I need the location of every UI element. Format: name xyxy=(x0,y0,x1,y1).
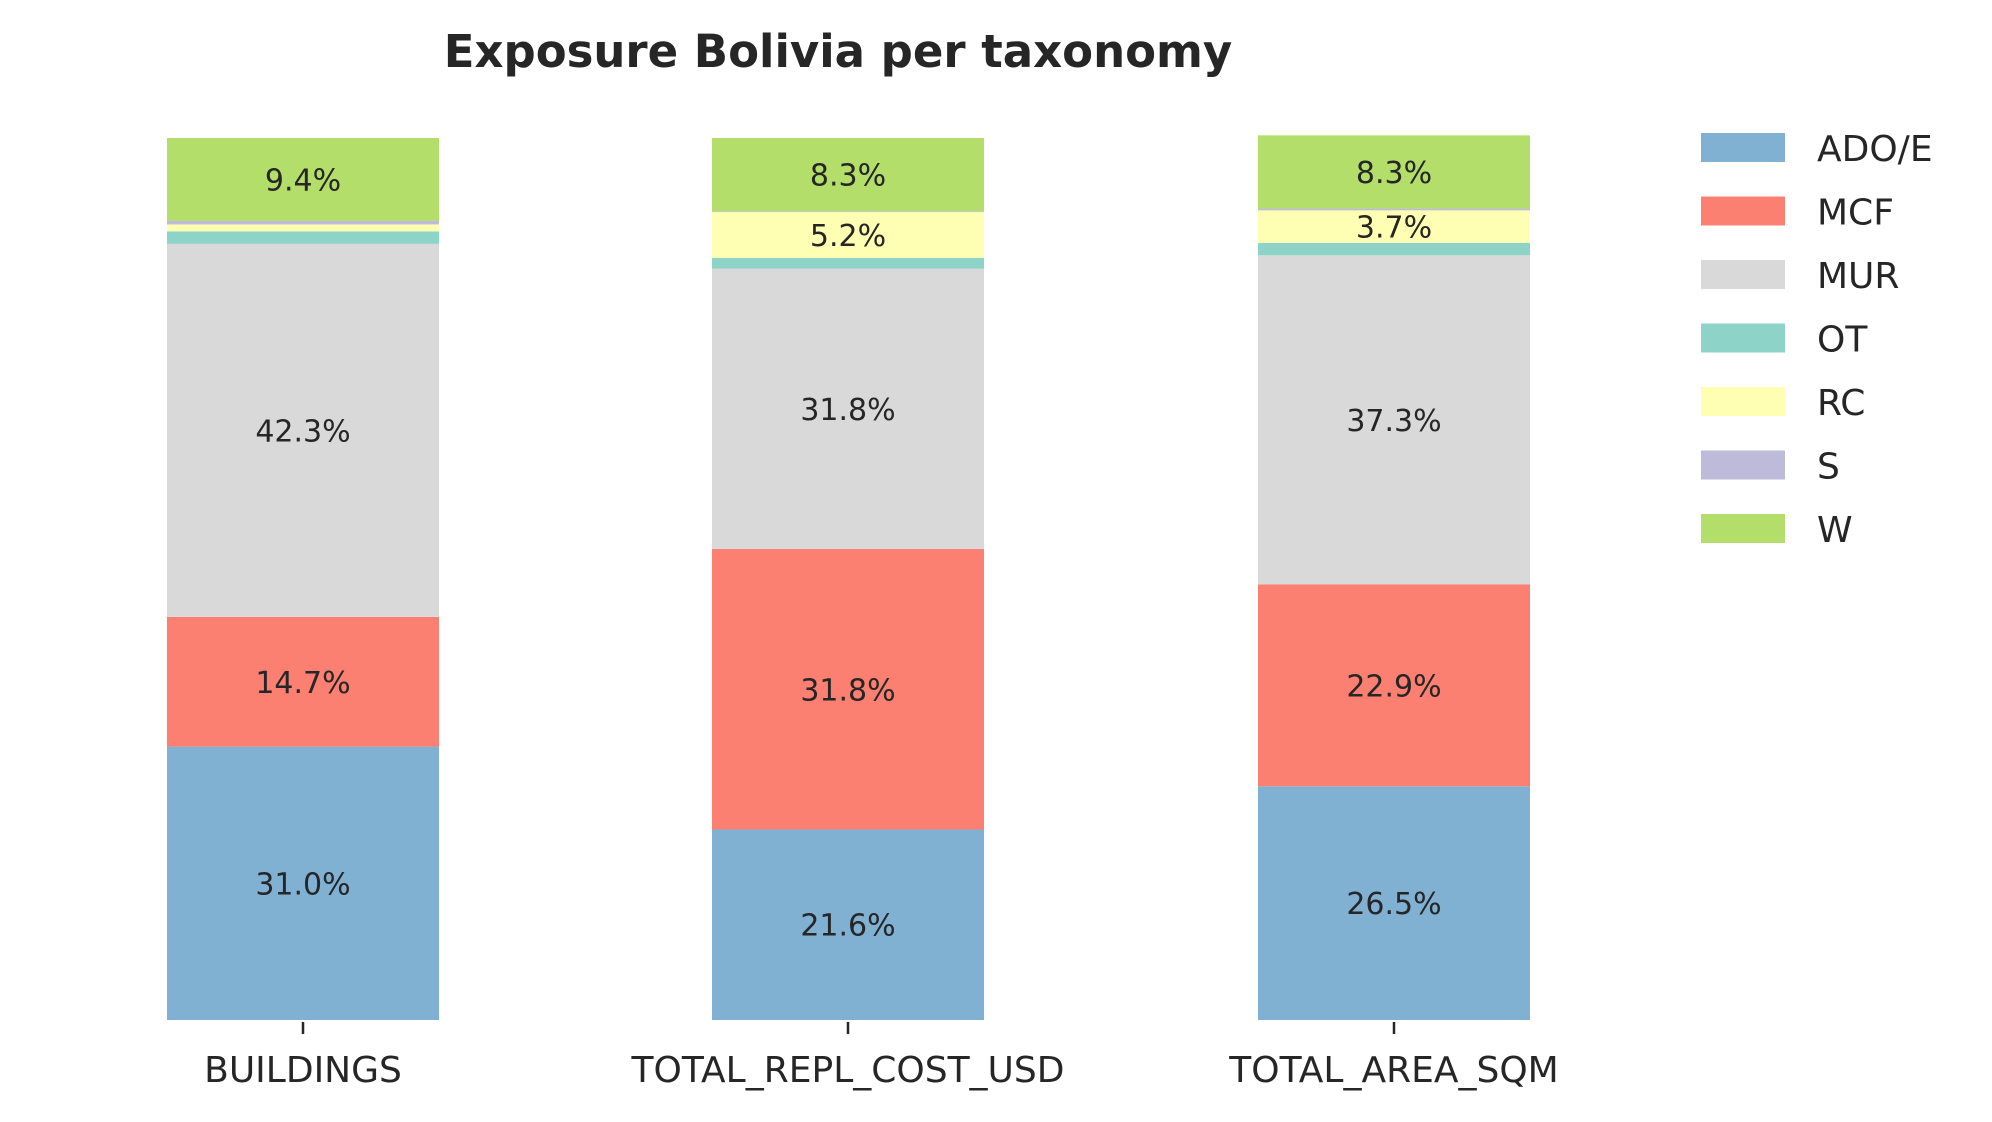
bar-segment-ado-e-2 xyxy=(1258,786,1530,1020)
legend-label: W xyxy=(1817,510,1853,551)
bar-segment-mur-1 xyxy=(712,268,984,550)
data-label: 37.3% xyxy=(1346,404,1441,439)
bar-segment-mcf-0 xyxy=(167,616,439,747)
data-label: 9.4% xyxy=(265,163,341,198)
data-label: 5.2% xyxy=(810,219,886,254)
data-label: 31.0% xyxy=(255,867,350,902)
legend-swatch xyxy=(1701,450,1785,480)
chart-title: Exposure Bolivia per taxonomy xyxy=(444,25,1233,78)
data-label: 8.3% xyxy=(1356,156,1432,191)
data-label: 14.7% xyxy=(255,666,350,701)
bar-segment-ado-e-0 xyxy=(167,746,439,1020)
bar-segment-ado-e-1 xyxy=(712,829,984,1020)
legend-swatch xyxy=(1701,133,1785,162)
data-label: 22.9% xyxy=(1346,669,1441,704)
bar-segment-ot-0 xyxy=(167,231,439,244)
bar-segment-mcf-2 xyxy=(1258,584,1530,787)
data-label: 21.6% xyxy=(800,909,895,944)
legend-swatch xyxy=(1701,387,1785,416)
x-tick-label: TOTAL_AREA_SQM xyxy=(1228,1050,1558,1091)
data-label: 42.3% xyxy=(255,414,350,449)
x-tick-label: BUILDINGS xyxy=(204,1050,402,1091)
legend-swatch xyxy=(1701,323,1785,353)
data-label: 3.7% xyxy=(1356,211,1432,246)
x-tick-label: TOTAL_REPL_COST_USD xyxy=(631,1050,1065,1091)
legend-swatch xyxy=(1701,196,1785,226)
legend-label: OT xyxy=(1817,320,1868,361)
data-labels-layer: 31.0% 14.7% 42.3% 9.4% 21.6% 31.8% 31.8% 5.2% 8.… xyxy=(255,156,1441,944)
legend-label: S xyxy=(1817,447,1840,488)
bar-segment-w-2 xyxy=(1258,135,1530,209)
legend-label: MUR xyxy=(1817,256,1899,297)
bar-segment-ot-2 xyxy=(1258,242,1530,256)
bar-segment-rc-0 xyxy=(167,224,439,232)
bar-segment-mcf-1 xyxy=(712,549,984,830)
data-label: 8.3% xyxy=(810,159,886,194)
legend-label: MCF xyxy=(1817,193,1894,234)
bar-segment-mur-0 xyxy=(167,243,439,617)
legend-swatch xyxy=(1701,514,1785,543)
bar-segment-ot-1 xyxy=(712,257,984,269)
bar-segment-mur-2 xyxy=(1258,255,1530,585)
bar-segment-s-1 xyxy=(712,211,984,213)
bars-layer xyxy=(167,135,1530,1020)
bar-segment-rc-1 xyxy=(712,212,984,258)
bar-segment-w-0 xyxy=(167,138,439,221)
legend: ADO/E MCF MUR OT RC SW xyxy=(1701,129,1933,551)
legend-label: ADO/E xyxy=(1817,129,1933,170)
legend-swatch xyxy=(1701,260,1785,289)
bar-segment-w-1 xyxy=(712,138,984,212)
data-label: 31.8% xyxy=(800,673,895,708)
bar-segment-rc-2 xyxy=(1258,210,1530,243)
bar-segment-s-0 xyxy=(167,220,439,225)
data-label: 26.5% xyxy=(1346,887,1441,922)
data-label: 31.8% xyxy=(800,393,895,428)
x-axis: BUILDINGS TOTAL_REPL_COST_USD TOTAL_AREA_S… xyxy=(204,1022,1559,1091)
bar-segment-s-2 xyxy=(1258,208,1530,211)
legend-label: RC xyxy=(1817,383,1865,424)
